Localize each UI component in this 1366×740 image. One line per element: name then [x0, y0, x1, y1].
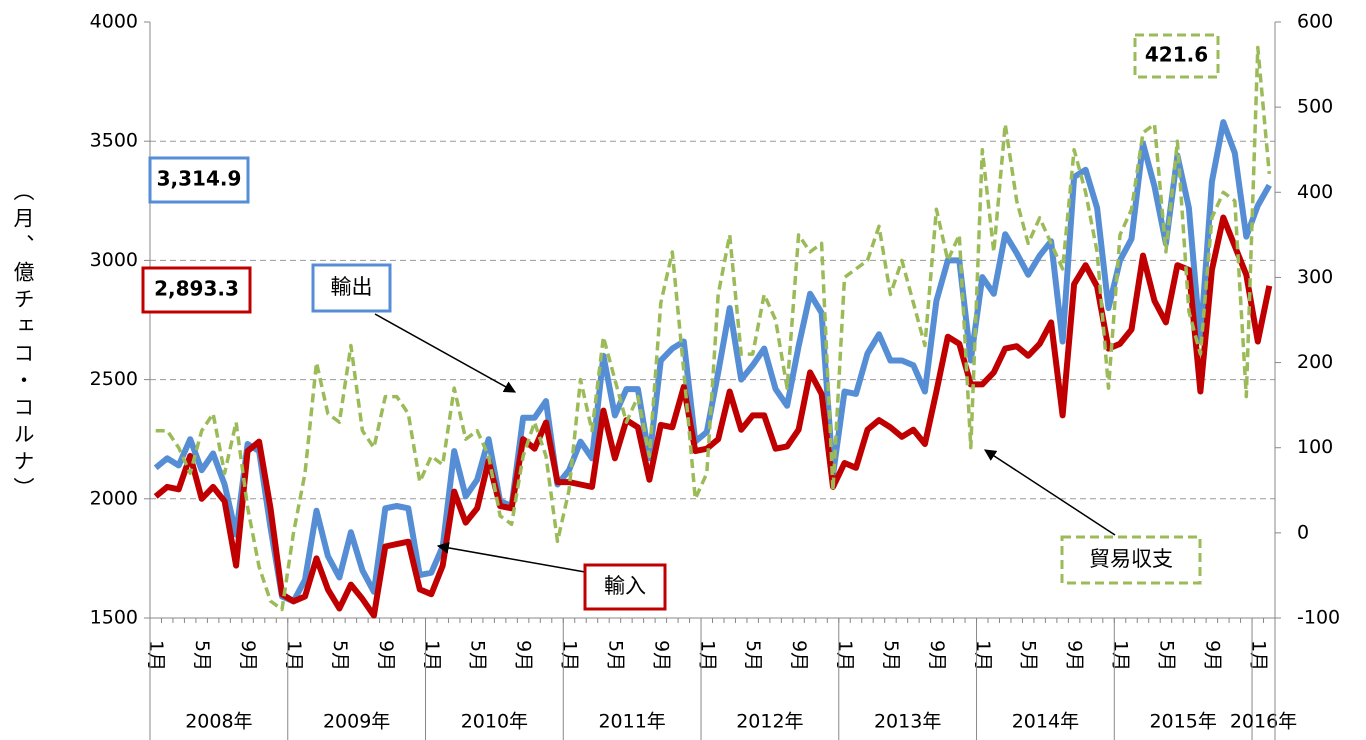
x-group-label: 2014年 [1012, 711, 1079, 733]
x-tick-label: 9月 [1201, 640, 1223, 671]
x-tick-label: 1月 [1110, 640, 1132, 671]
x-group-label: 2010年 [461, 711, 528, 733]
arrow [983, 449, 1116, 536]
legend-label: 貿易収支 [1089, 547, 1173, 571]
x-tick-label: 1月 [972, 640, 994, 671]
y-tick-label: 3500 [90, 130, 138, 152]
y-tick-label: 2500 [90, 368, 138, 390]
x-group-label: 2008年 [185, 711, 252, 733]
series-line [153, 119, 1272, 605]
x-tick-label: 9月 [237, 640, 259, 671]
legend-label: 輸入 [604, 574, 646, 598]
x-group-label: 2015年 [1149, 711, 1216, 733]
x-tick-label: 5月 [742, 640, 764, 671]
x-group-label: 2012年 [736, 711, 803, 733]
x-tick-label: 1月 [696, 640, 718, 671]
value-label-box [1133, 33, 1220, 79]
y2-tick-label: 0 [1297, 521, 1309, 543]
x-tick-label: 5月 [1018, 640, 1040, 671]
x-tick-label: 5月 [191, 640, 213, 671]
value-label-box [148, 156, 250, 204]
x-tick-label: 9月 [788, 640, 810, 671]
x-tick-label: 5月 [880, 640, 902, 671]
x-tick-label: 9月 [513, 640, 535, 671]
x-group-label: 2011年 [598, 711, 665, 733]
x-tick-label: 1月 [283, 640, 305, 671]
series-line [155, 45, 1272, 612]
y2-tick-label: 400 [1297, 181, 1333, 203]
x-group-label: 2013年 [874, 711, 941, 733]
legend-box [1060, 535, 1202, 585]
y-tick-label: 3000 [90, 249, 138, 271]
y2-tick-label: -100 [1297, 607, 1340, 629]
value-label-box [141, 266, 252, 314]
value-label: 2,893.3 [154, 277, 239, 301]
x-tick-label: 9月 [926, 640, 948, 671]
x-tick-label: 5月 [329, 640, 351, 671]
x-tick-label: 1月 [145, 640, 167, 671]
x-tick-label: 9月 [375, 640, 397, 671]
legend-label: 輸出 [331, 275, 373, 299]
y2-tick-label: 600 [1297, 11, 1333, 33]
y2-tick-label: 100 [1297, 436, 1333, 458]
y-axis-label: （月、億チェコ・コルナ） [11, 180, 35, 504]
arrow [374, 313, 517, 393]
annotations: 輸出 3,314.9 輸入 2,893.3 貿易収支 421.6 [141, 33, 1220, 611]
y-tick-label: 1500 [90, 607, 138, 629]
y2-tick-label: 200 [1297, 351, 1333, 373]
legend-box [583, 563, 667, 611]
y-tick-label: 2000 [90, 487, 138, 509]
y-tick-label: 4000 [90, 11, 138, 33]
x-tick-label: 9月 [1064, 640, 1086, 671]
y2-tick-label: 300 [1297, 266, 1333, 288]
x-group-label: 2016年 [1230, 711, 1297, 733]
value-label: 421.6 [1145, 43, 1208, 67]
series-lines [153, 45, 1273, 619]
legend-box [311, 263, 392, 313]
value-label: 3,314.9 [157, 167, 242, 191]
series-line [153, 214, 1273, 619]
x-tick-label: 1月 [559, 640, 581, 671]
arrow [436, 541, 586, 573]
y2-tick-label: 500 [1297, 96, 1333, 118]
x-tick-label: 1月 [834, 640, 856, 671]
x-tick-label: 5月 [467, 640, 489, 671]
x-tick-label: 5月 [604, 640, 626, 671]
x-tick-label: 9月 [650, 640, 672, 671]
x-tick-label: 5月 [1155, 640, 1177, 671]
x-tick-label: 1月 [1247, 640, 1269, 671]
x-group-label: 2009年 [323, 711, 390, 733]
axes: 1500 2000 2500 3000 3500 4000 -100 0 100 200 300 40… [90, 11, 1340, 740]
x-tick-label: 1月 [421, 640, 443, 671]
